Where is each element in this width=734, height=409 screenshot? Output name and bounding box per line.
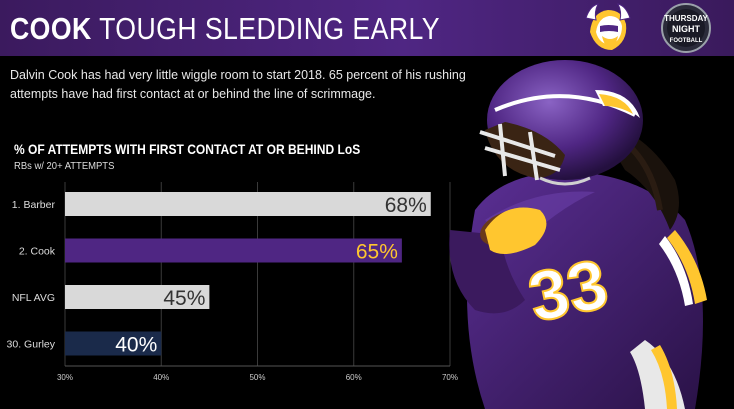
tnf-logo-line-2: FOOTBALL <box>670 38 703 44</box>
bar <box>65 285 210 309</box>
thursday-night-football-logo-icon: THURSDAY NIGHT FOOTBALL <box>661 3 711 53</box>
bar <box>65 192 431 216</box>
x-tick-label: 40% <box>153 373 169 382</box>
bar <box>65 331 162 356</box>
vikings-logo-icon <box>585 3 631 50</box>
value-label: 45% <box>163 287 205 310</box>
category-label: 2. Cook <box>19 246 56 258</box>
headline-rest: TOUGH SLEDDING EARLY <box>99 11 441 46</box>
category-label: 30. Gurley <box>7 339 56 351</box>
tnf-logo-line-1: NIGHT <box>672 24 701 34</box>
bar <box>65 238 402 263</box>
header-banner: COOK TOUGH SLEDDING EARLY THURSDAY NIGHT… <box>0 0 734 56</box>
category-label: 1. Barber <box>12 199 56 211</box>
page-title: COOK TOUGH SLEDDING EARLY <box>10 10 440 48</box>
intro-text: Dalvin Cook has had very little wiggle r… <box>10 68 466 101</box>
value-label: 65% <box>356 241 398 264</box>
value-label: 68% <box>385 194 427 217</box>
chart-subtitle: RBs w/ 20+ ATTEMPTS <box>14 160 115 172</box>
player-photo: 33 <box>449 60 707 409</box>
bar-chart: 1. Barber 68% 2. Cook 65% NFL AVG 45% 30. Gurl… <box>7 182 458 382</box>
chart-title: % OF ATTEMPTS WITH FIRST CONTACT AT OR B… <box>14 141 361 157</box>
x-tick-label: 70% <box>442 373 458 382</box>
tnf-logo-line-0: THURSDAY <box>664 14 708 23</box>
jersey-number-decor: 33 <box>522 244 614 336</box>
x-tick-label: 60% <box>346 373 362 382</box>
x-tick-label: 30% <box>57 373 73 382</box>
logo-group: THURSDAY NIGHT FOOTBALL <box>585 3 711 53</box>
headline-strong: COOK <box>10 11 92 46</box>
value-label: 40% <box>115 334 157 357</box>
x-tick-label: 50% <box>249 373 265 382</box>
category-label: NFL AVG <box>12 292 55 304</box>
